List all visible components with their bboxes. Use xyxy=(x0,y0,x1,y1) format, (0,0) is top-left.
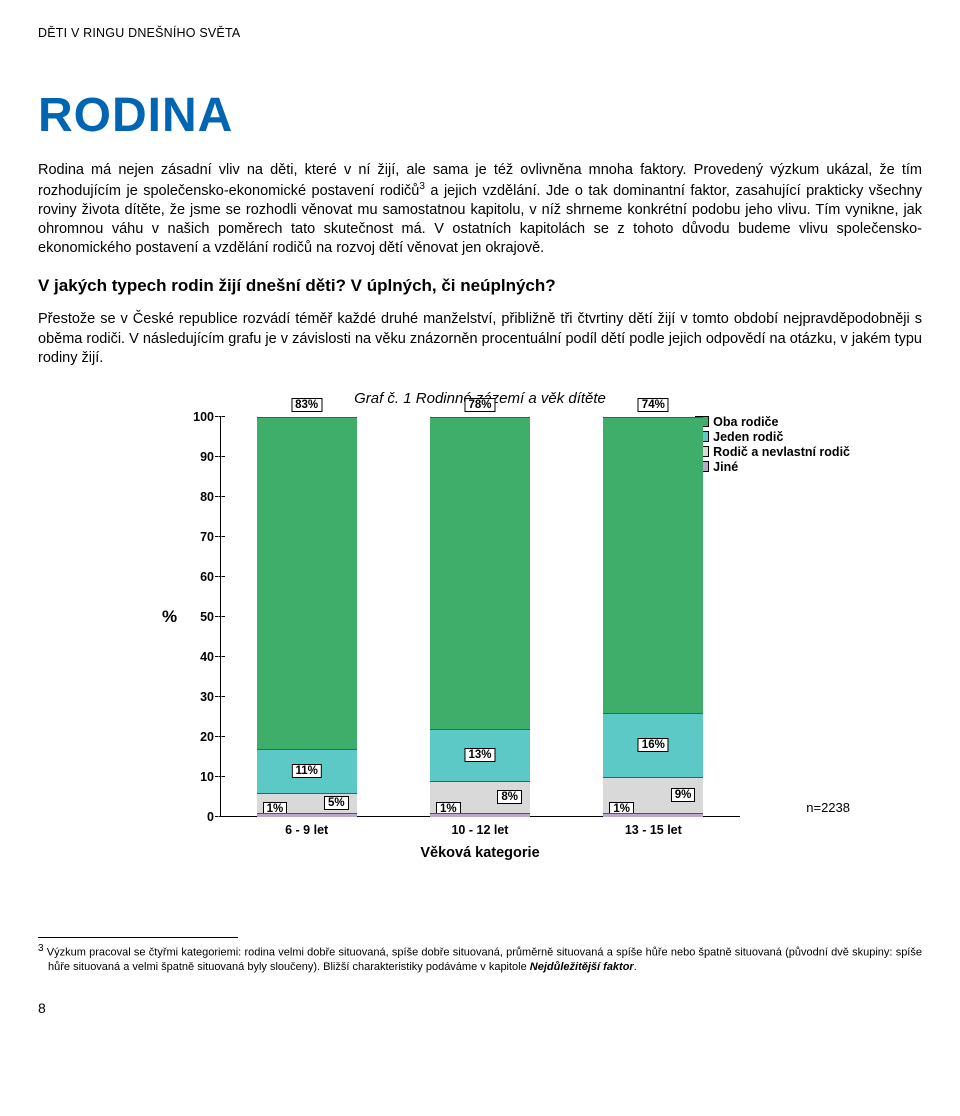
x-category-label: 10 - 12 let xyxy=(430,823,530,837)
bar-segment xyxy=(430,813,530,817)
footnote-3: 3 Výzkum pracoval se čtyřmi kategoriemi:… xyxy=(38,942,922,974)
footnote-rule xyxy=(38,937,238,938)
y-tick-mark xyxy=(215,696,225,697)
page-title: RODINA xyxy=(38,88,922,143)
bar-segment: 9%1% xyxy=(603,777,703,813)
footnote-em: Nejdůležitější faktor xyxy=(530,961,634,973)
bar: 74%16%9%1%13 - 15 let xyxy=(603,417,703,817)
y-tick-mark xyxy=(215,416,225,417)
y-tick-mark xyxy=(215,656,225,657)
bar-label-oba: 78% xyxy=(464,398,495,412)
stacked-bar-chart: Oba rodičeJeden rodičRodič a nevlastní r… xyxy=(160,417,800,817)
bar-segment xyxy=(257,813,357,817)
bar-label-jeden: 11% xyxy=(291,764,321,778)
bar-label-jeden: 16% xyxy=(638,738,669,752)
y-tick-mark xyxy=(215,536,225,537)
y-tick-mark xyxy=(215,576,225,577)
footnote-text-b: . xyxy=(634,961,637,973)
bar: 83%11%5%1%6 - 9 let xyxy=(257,417,357,817)
sample-size-note: n=2238 xyxy=(806,800,850,815)
y-tick-label: 0 xyxy=(184,810,214,824)
bar-segment: 5%1% xyxy=(257,793,357,813)
body-paragraph: Přestože se v České republice rozvádí té… xyxy=(38,310,922,367)
bar-label-nevl: 9% xyxy=(671,788,696,802)
y-tick-mark xyxy=(215,776,225,777)
y-tick-label: 80 xyxy=(184,490,214,504)
x-category-label: 6 - 9 let xyxy=(257,823,357,837)
bar-segment: 74% xyxy=(603,417,703,713)
bar-label-nevl: 8% xyxy=(497,790,522,804)
x-category-label: 13 - 15 let xyxy=(603,823,703,837)
y-tick-label: 60 xyxy=(184,570,214,584)
y-tick-label: 100 xyxy=(184,410,214,424)
bar-label-oba: 74% xyxy=(638,398,669,412)
section-heading: V jakých typech rodin žijí dnešní děti? … xyxy=(38,276,922,296)
bar-segment: 16% xyxy=(603,713,703,777)
y-tick-label: 40 xyxy=(184,650,214,664)
y-tick-label: 90 xyxy=(184,450,214,464)
y-tick-label: 50 xyxy=(184,610,214,624)
y-axis-label: % xyxy=(162,607,177,627)
bar-label-oba: 83% xyxy=(291,398,322,412)
bar-segment: 8%1% xyxy=(430,781,530,813)
intro-paragraph: Rodina má nejen zásadní vliv na děti, kt… xyxy=(38,161,922,258)
y-tick-label: 20 xyxy=(184,730,214,744)
running-header: DĚTI V RINGU DNEŠNÍHO SVĚTA xyxy=(38,26,922,40)
y-tick-label: 10 xyxy=(184,770,214,784)
bar-label-jeden: 13% xyxy=(464,748,495,762)
y-tick-label: 30 xyxy=(184,690,214,704)
y-tick-label: 70 xyxy=(184,530,214,544)
footnote-text-a: Výzkum pracoval se čtyřmi kategoriemi: r… xyxy=(44,946,922,972)
y-tick-mark xyxy=(215,496,225,497)
bar-segment: 13% xyxy=(430,729,530,781)
y-tick-mark xyxy=(215,736,225,737)
bar-segment: 11% xyxy=(257,749,357,793)
bar-segment: 78% xyxy=(430,417,530,729)
bar-segment: 83% xyxy=(257,417,357,749)
bar-label-nevl: 5% xyxy=(324,796,349,810)
y-tick-mark xyxy=(215,816,225,817)
x-axis-title: Věková kategorie xyxy=(220,845,740,861)
bar: 78%13%8%1%10 - 12 let xyxy=(430,417,530,817)
bar-segment xyxy=(603,813,703,817)
page-number: 8 xyxy=(38,1000,922,1016)
y-tick-mark xyxy=(215,456,225,457)
y-tick-mark xyxy=(215,616,225,617)
